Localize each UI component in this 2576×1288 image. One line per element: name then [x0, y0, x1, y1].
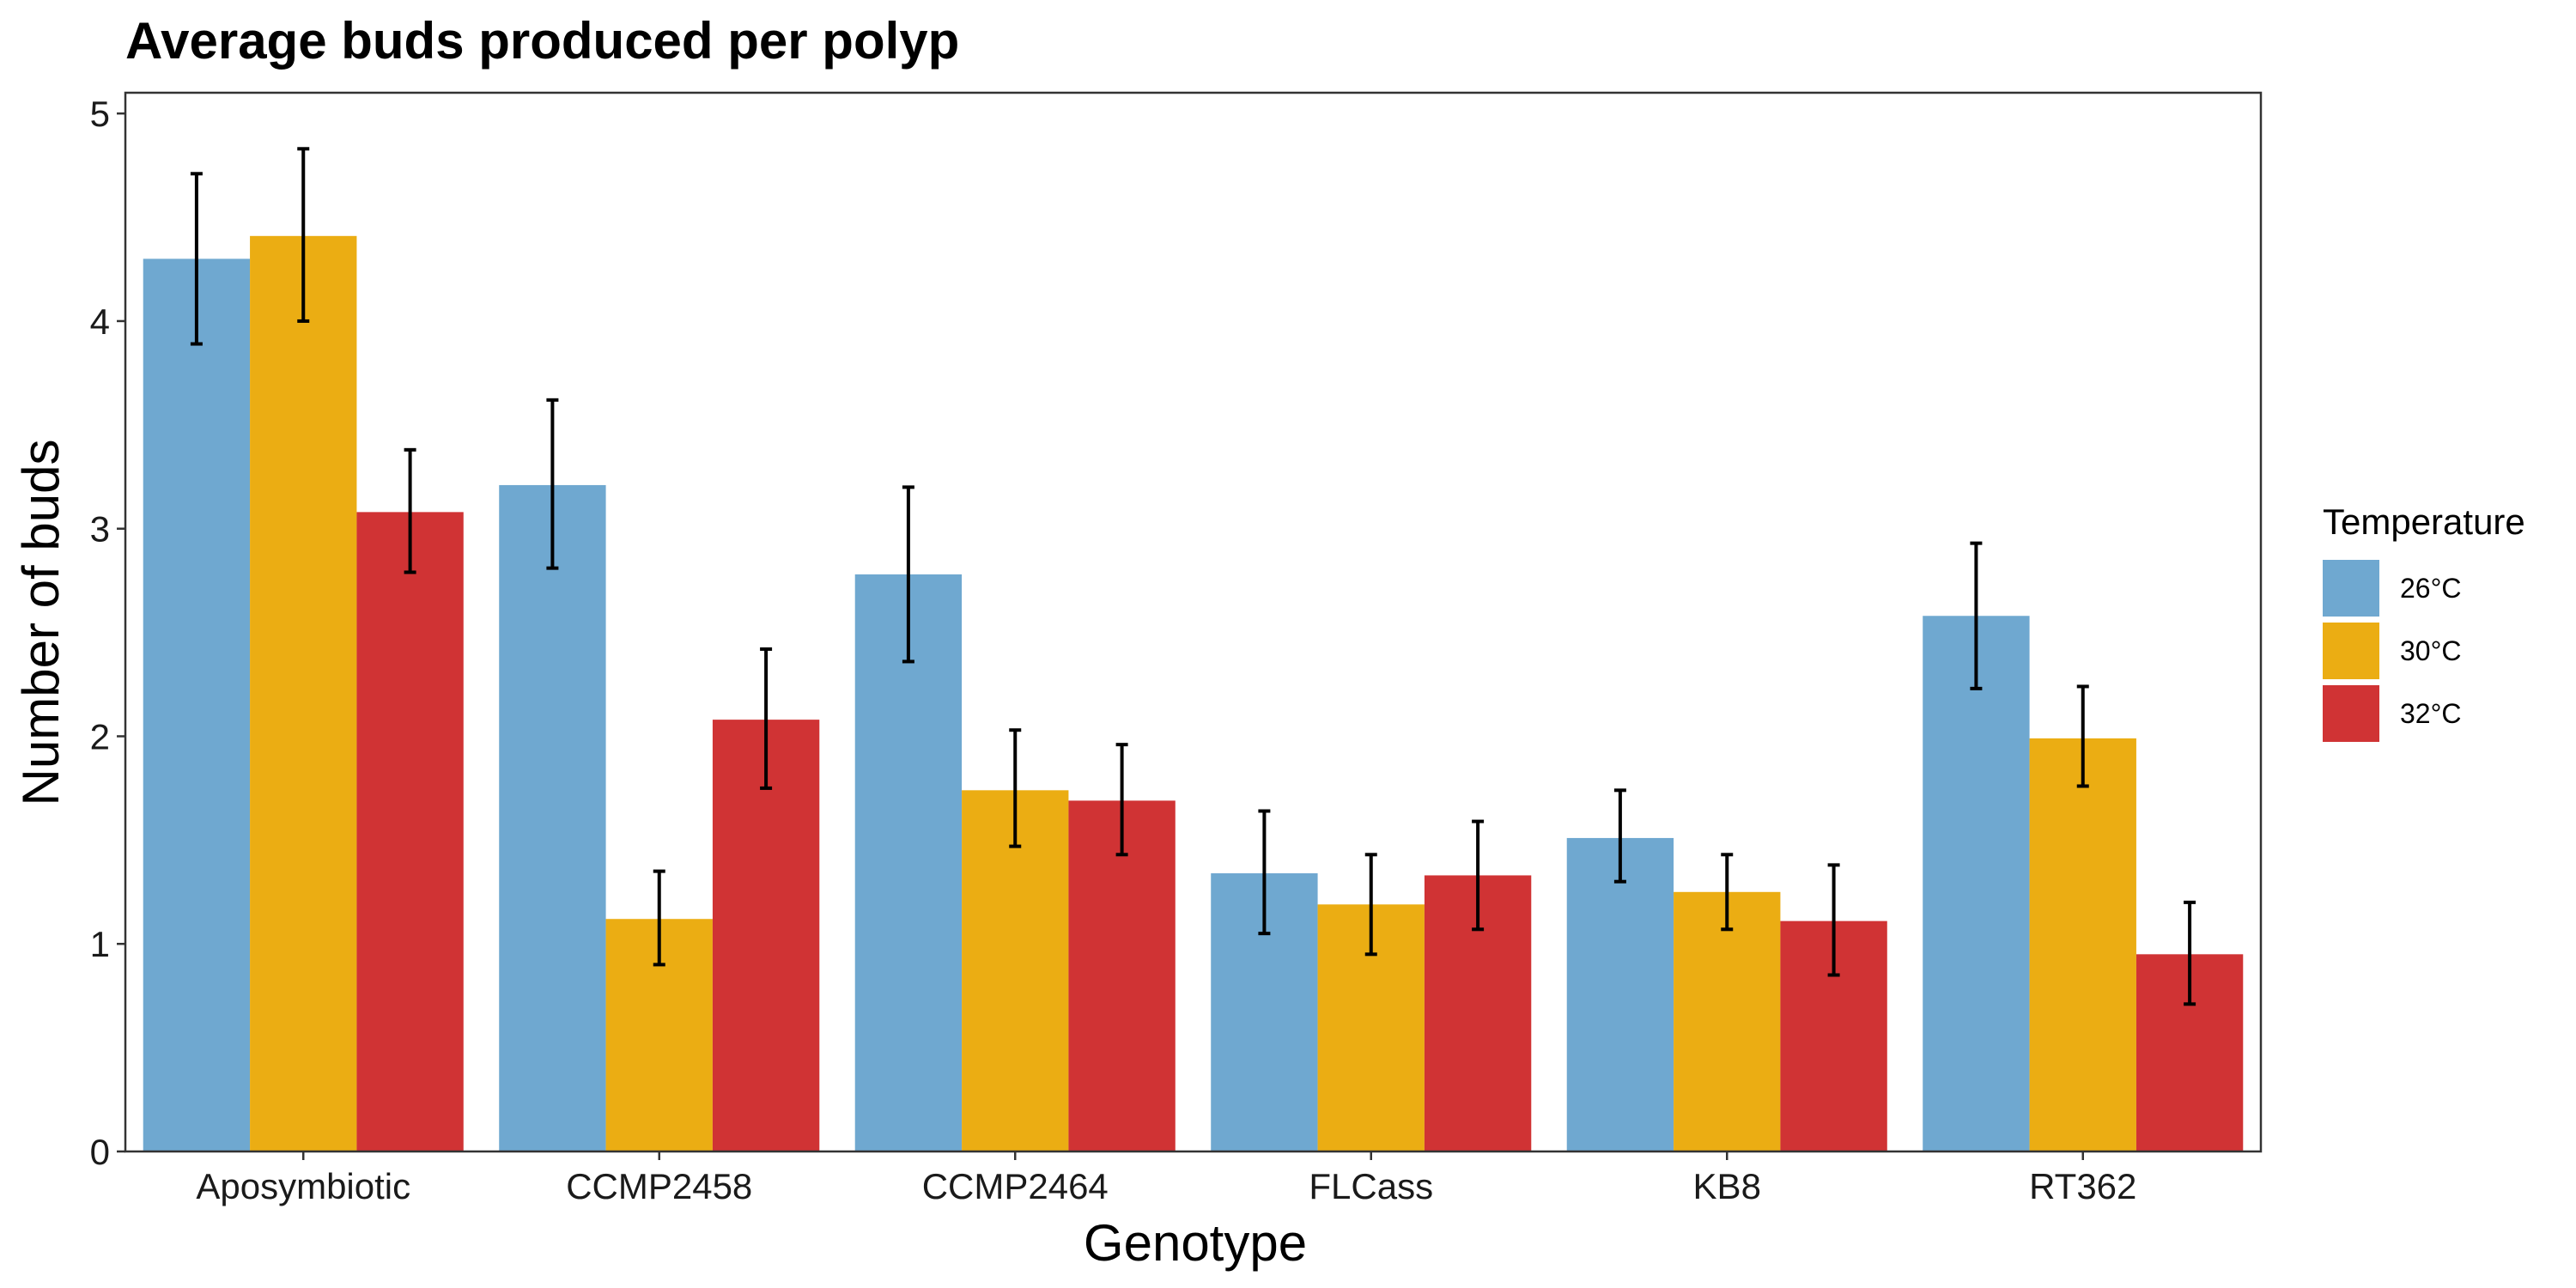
x-axis: Aposymbiotic CCMP2458 CCMP2464 FLCass KB8 RT3… [196, 1151, 2136, 1206]
x-tick-label: KB8 [1693, 1166, 1761, 1206]
y-tick-label: 1 [90, 924, 110, 964]
legend-swatch-26°C [2323, 560, 2379, 617]
error-bar-FLCass-32°C [1472, 819, 1485, 932]
error-bar-CCMP2458-30°C [653, 869, 665, 967]
bar-KB8-26°C [1566, 837, 1674, 1151]
chart-title: Average buds produced per polyp [125, 12, 959, 70]
error-bar-Aposymbiotic-30°C [297, 147, 310, 323]
bar-CCMP2464-30°C [962, 790, 1069, 1151]
bar-RT362-26°C [1923, 616, 2030, 1151]
y-tick-label: 3 [90, 509, 110, 550]
legend-label-32°C: 32°C [2400, 698, 2462, 729]
error-bar-CCMP2458-32°C [760, 647, 773, 790]
x-tick-label: CCMP2464 [922, 1166, 1109, 1206]
x-axis-title: Genotype [1084, 1214, 1307, 1272]
y-axis-title: Number of buds [12, 440, 70, 806]
error-bar-Aposymbiotic-32°C [404, 447, 416, 574]
error-bar-KB8-30°C [1721, 853, 1734, 932]
error-bar-FLCass-30°C [1364, 853, 1377, 957]
error-bar-RT362-32°C [2184, 900, 2196, 1006]
error-bar-RT362-26°C [1970, 541, 1983, 690]
error-bar-RT362-30°C [2076, 684, 2089, 788]
legend-label-26°C: 26°C [2400, 573, 2462, 604]
y-tick-label: 2 [90, 716, 110, 756]
bar-CCMP2464-32°C [1068, 800, 1176, 1151]
error-bar-CCMP2464-32°C [1115, 743, 1128, 857]
bar-KB8-30°C [1674, 891, 1781, 1151]
bars-layer [143, 235, 2244, 1152]
y-tick-label: 4 [90, 301, 110, 342]
legend-title: Temperature [2323, 501, 2525, 542]
bar-Aposymbiotic-30°C [250, 235, 357, 1152]
plot-panel-border [124, 91, 2263, 1153]
error-bar-KB8-32°C [1827, 863, 1840, 977]
legend: Temperature 26°C 30°C 32°C [2323, 501, 2525, 742]
y-axis: 0 1 2 3 4 5 [90, 94, 125, 1172]
error-bar-FLCass-26°C [1258, 809, 1271, 936]
x-tick-label: CCMP2458 [566, 1166, 752, 1206]
error-bar-CCMP2464-30°C [1009, 728, 1022, 848]
error-bar-Aposymbiotic-26°C [190, 172, 203, 346]
y-tick-label: 5 [90, 94, 110, 134]
error-bar-CCMP2464-26°C [902, 485, 914, 664]
bar-CCMP2464-26°C [854, 574, 963, 1151]
legend-swatch-30°C [2323, 623, 2379, 679]
error-bar-KB8-26°C [1613, 788, 1626, 884]
error-bar-CCMP2458-26°C [546, 398, 559, 570]
legend-label-30°C: 30°C [2400, 635, 2462, 666]
error-bars-layer [190, 147, 2196, 1006]
legend-swatch-32°C [2323, 685, 2379, 742]
bar-CCMP2458-26°C [499, 484, 606, 1151]
bar-RT362-30°C [2029, 738, 2136, 1151]
x-tick-label: RT362 [2029, 1166, 2136, 1206]
bar-CCMP2458-32°C [712, 720, 820, 1151]
bar-Aposymbiotic-32°C [356, 512, 464, 1151]
y-tick-label: 0 [90, 1132, 110, 1172]
x-tick-label: FLCass [1309, 1166, 1433, 1206]
x-tick-label: Aposymbiotic [196, 1166, 410, 1206]
bar-Aposymbiotic-26°C [143, 258, 251, 1152]
